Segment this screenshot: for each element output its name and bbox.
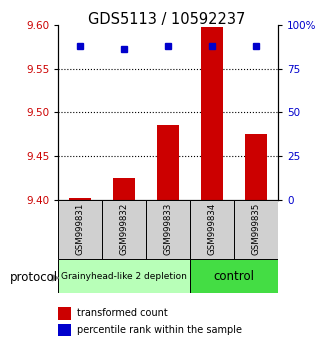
Bar [146,200,190,259]
Bar [58,324,71,336]
Bar [234,200,278,259]
Text: GSM999834: GSM999834 [207,202,217,255]
Bar [201,27,223,200]
Text: transformed count: transformed count [77,308,167,318]
Text: control: control [213,270,255,283]
Bar [58,259,190,293]
Bar [58,200,102,259]
Text: GSM999832: GSM999832 [120,202,129,255]
Text: GSM999835: GSM999835 [251,202,261,255]
Bar [190,200,234,259]
Text: GSM999833: GSM999833 [164,202,173,255]
Bar [190,259,278,293]
Bar [157,125,179,200]
Bar [69,198,91,200]
Bar [113,178,135,200]
Text: percentile rank within the sample: percentile rank within the sample [77,325,241,335]
Bar [245,134,267,200]
Text: protocol: protocol [10,272,58,284]
Bar [58,307,71,320]
Bar [102,200,146,259]
Text: Grainyhead-like 2 depletion: Grainyhead-like 2 depletion [61,272,187,281]
Text: GDS5113 / 10592237: GDS5113 / 10592237 [88,12,245,27]
Text: GSM999831: GSM999831 [76,202,85,255]
